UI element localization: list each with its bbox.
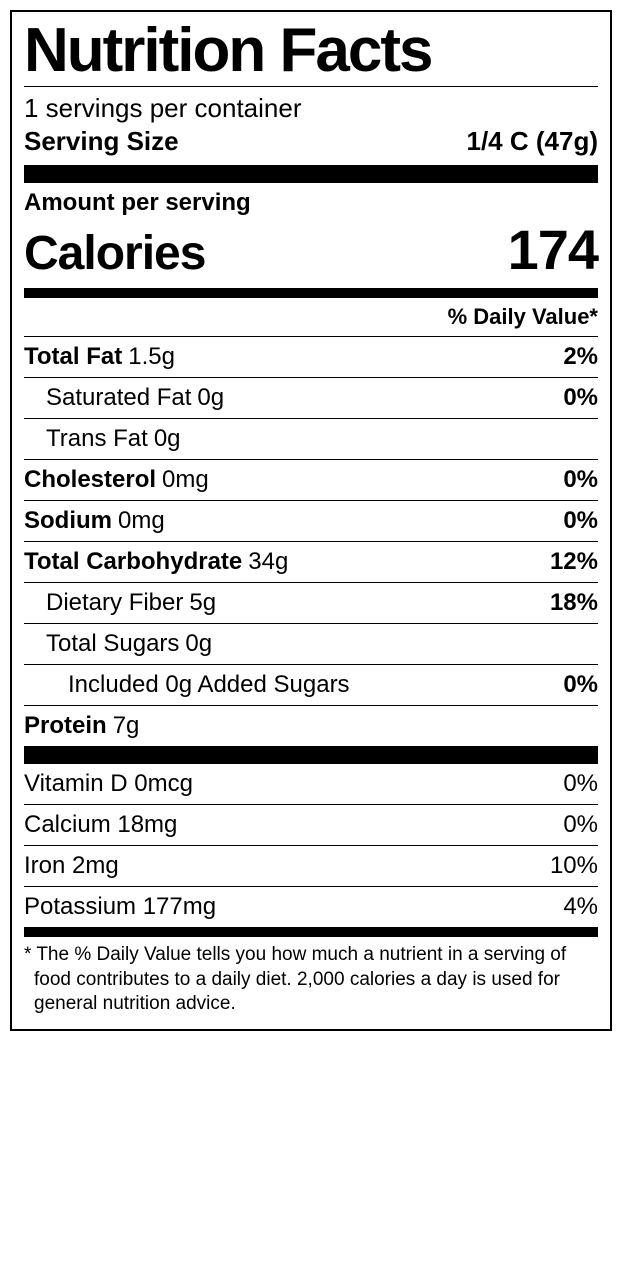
nutrient-dv: 0%	[563, 671, 598, 699]
nutrient-dv: 0%	[563, 466, 598, 494]
servings-per-container: 1 servings per container	[24, 87, 598, 124]
vitamin-row: Iron 2mg 10%	[24, 846, 598, 887]
nutrient-name: Trans Fat	[46, 425, 148, 453]
vitamin-text: Vitamin D 0mcg	[24, 770, 193, 798]
nutrient-amount: 0g	[185, 630, 212, 658]
nutrient-left: Included 0g Added Sugars	[24, 671, 350, 699]
nutrient-amount: 34g	[248, 548, 288, 576]
vitamin-dv: 10%	[550, 852, 598, 880]
serving-size-value: 1/4 C (47g)	[467, 126, 599, 157]
serving-size-label: Serving Size	[24, 126, 179, 157]
nutrient-left: Cholesterol0mg	[24, 466, 209, 494]
footnote: * The % Daily Value tells you how much a…	[24, 937, 598, 1021]
vitamin-text: Iron 2mg	[24, 852, 119, 880]
nutrient-row: Saturated Fat0g 0%	[24, 378, 598, 419]
nutrient-name: Cholesterol	[24, 466, 156, 494]
nutrient-name: Sodium	[24, 507, 112, 535]
vitamin-dv: 4%	[563, 893, 598, 921]
calories-label: Calories	[24, 226, 205, 281]
nutrient-dv: 12%	[550, 548, 598, 576]
vitamin-text: Calcium 18mg	[24, 811, 177, 839]
vitamins-list: Vitamin D 0mcg 0% Calcium 18mg 0% Iron 2mg 10…	[24, 764, 598, 927]
nutrient-amount: 1.5g	[128, 343, 175, 371]
title: Nutrition Facts	[24, 20, 598, 87]
calories-value: 174	[508, 217, 598, 282]
serving-size-row: Serving Size 1/4 C (47g)	[24, 124, 598, 165]
vitamin-text: Potassium 177mg	[24, 893, 216, 921]
nutrient-row: Dietary Fiber5g 18%	[24, 583, 598, 624]
nutrient-left: Dietary Fiber5g	[24, 589, 216, 617]
nutrient-row: Sodium0mg 0%	[24, 501, 598, 542]
nutrient-row: Total Sugars0g	[24, 624, 598, 665]
nutrient-dv: 18%	[550, 589, 598, 617]
nutrient-row: Trans Fat0g	[24, 419, 598, 460]
nutrient-dv: 0%	[563, 507, 598, 535]
vitamin-dv: 0%	[563, 811, 598, 839]
nutrient-name: Total Sugars	[46, 630, 179, 658]
nutrient-name: Protein	[24, 712, 107, 740]
nutrient-left: Sodium0mg	[24, 507, 165, 535]
nutrient-left: Total Sugars0g	[24, 630, 212, 658]
nutrient-name: Saturated Fat	[46, 384, 191, 412]
divider-thick	[24, 746, 598, 764]
nutrition-facts-label: Nutrition Facts 1 servings per container…	[10, 10, 612, 1031]
nutrient-name: Total Carbohydrate	[24, 548, 242, 576]
vitamin-row: Calcium 18mg 0%	[24, 805, 598, 846]
nutrient-left: Saturated Fat0g	[24, 384, 224, 412]
nutrient-dv: 2%	[563, 343, 598, 371]
calories-row: Calories 174	[24, 217, 598, 288]
nutrient-amount: 5g	[189, 589, 216, 617]
vitamin-row: Vitamin D 0mcg 0%	[24, 764, 598, 805]
daily-value-header: % Daily Value*	[24, 298, 598, 337]
nutrient-left: Protein7g	[24, 712, 139, 740]
nutrient-left: Trans Fat0g	[24, 425, 181, 453]
nutrient-amount: 7g	[113, 712, 140, 740]
nutrient-dv: 0%	[563, 384, 598, 412]
vitamin-dv: 0%	[563, 770, 598, 798]
nutrient-row: Total Carbohydrate34g 12%	[24, 542, 598, 583]
nutrient-row: Protein7g	[24, 706, 598, 746]
nutrient-amount: 0mg	[118, 507, 165, 535]
nutrient-amount: 0mg	[162, 466, 209, 494]
nutrient-left: Total Carbohydrate34g	[24, 548, 288, 576]
nutrient-row: Included 0g Added Sugars 0%	[24, 665, 598, 706]
nutrient-name: Included 0g Added Sugars	[68, 671, 350, 699]
nutrient-name: Total Fat	[24, 343, 122, 371]
nutrient-row: Total Fat1.5g 2%	[24, 337, 598, 378]
nutrient-amount: 0g	[154, 425, 181, 453]
nutrients-list: Total Fat1.5g2%Saturated Fat0g0%Trans Fa…	[24, 337, 598, 746]
nutrient-amount: 0g	[197, 384, 224, 412]
vitamin-row: Potassium 177mg 4%	[24, 887, 598, 927]
divider-medium	[24, 288, 598, 298]
divider-medium	[24, 927, 598, 937]
nutrient-name: Dietary Fiber	[46, 589, 183, 617]
divider-thick	[24, 165, 598, 183]
nutrient-left: Total Fat1.5g	[24, 343, 175, 371]
nutrient-row: Cholesterol0mg 0%	[24, 460, 598, 501]
amount-per-serving: Amount per serving	[24, 183, 598, 217]
